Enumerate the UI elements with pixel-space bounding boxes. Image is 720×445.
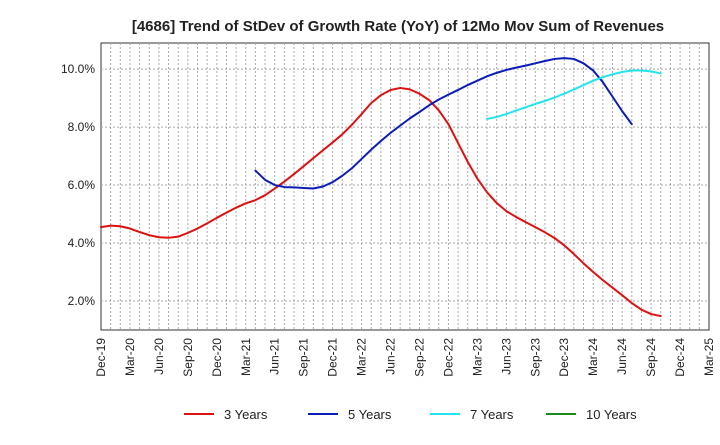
x-tick-label: Jun-22	[384, 338, 398, 375]
x-tick-label: Sep-24	[644, 338, 658, 377]
x-tick-label: Jun-23	[499, 338, 513, 375]
x-tick-label: Dec-23	[557, 338, 571, 377]
series-lines	[100, 57, 662, 318]
legend: 3 Years 5 Years 7 Years 10 Years	[184, 407, 637, 422]
y-tick-label: 4.0%	[68, 236, 96, 250]
y-tick-label: 6.0%	[68, 178, 96, 192]
x-tick-label: Sep-22	[412, 338, 426, 377]
series-line-3-years	[100, 86, 662, 318]
x-tick-label: Dec-19	[94, 338, 108, 377]
x-tick-label: Dec-22	[441, 338, 455, 377]
series-line-5-years	[254, 57, 633, 190]
x-tick-label: Sep-20	[181, 338, 195, 377]
x-tick-label: Mar-20	[123, 338, 137, 376]
series-line-7-years	[486, 69, 662, 120]
y-tick-label: 2.0%	[68, 294, 96, 308]
x-tick-label: Sep-23	[528, 338, 542, 377]
x-tick-label: Dec-20	[210, 338, 224, 377]
x-tick-label: Dec-21	[326, 338, 340, 377]
x-tick-label: Dec-24	[673, 338, 687, 377]
x-tick-label: Jun-21	[268, 338, 282, 375]
grid	[101, 43, 709, 330]
y-tick-label: 8.0%	[68, 120, 96, 134]
x-axis: Dec-19 Mar-20 Jun-20 Sep-20 Dec-20 Mar-21 Jun-…	[94, 338, 716, 377]
x-tick-label: Mar-23	[470, 338, 484, 376]
x-tick-label: Jun-20	[152, 338, 166, 375]
x-tick-label: Mar-25	[702, 338, 716, 376]
x-tick-label: Mar-22	[355, 338, 369, 376]
x-tick-label: Jun-24	[615, 338, 629, 375]
plot-area	[100, 42, 710, 331]
chart-title: [4686] Trend of StDev of Growth Rate (Yo…	[132, 18, 664, 35]
y-tick-label: 10.0%	[61, 62, 95, 76]
legend-label: 10 Years	[586, 407, 637, 422]
y-axis: 2.0% 4.0% 6.0% 8.0% 10.0%	[61, 62, 95, 308]
x-tick-label: Mar-24	[586, 338, 600, 376]
legend-label: 5 Years	[348, 407, 392, 422]
legend-label: 7 Years	[470, 407, 514, 422]
legend-label: 3 Years	[224, 407, 268, 422]
x-tick-label: Mar-21	[239, 338, 253, 376]
x-tick-label: Sep-21	[297, 338, 311, 377]
